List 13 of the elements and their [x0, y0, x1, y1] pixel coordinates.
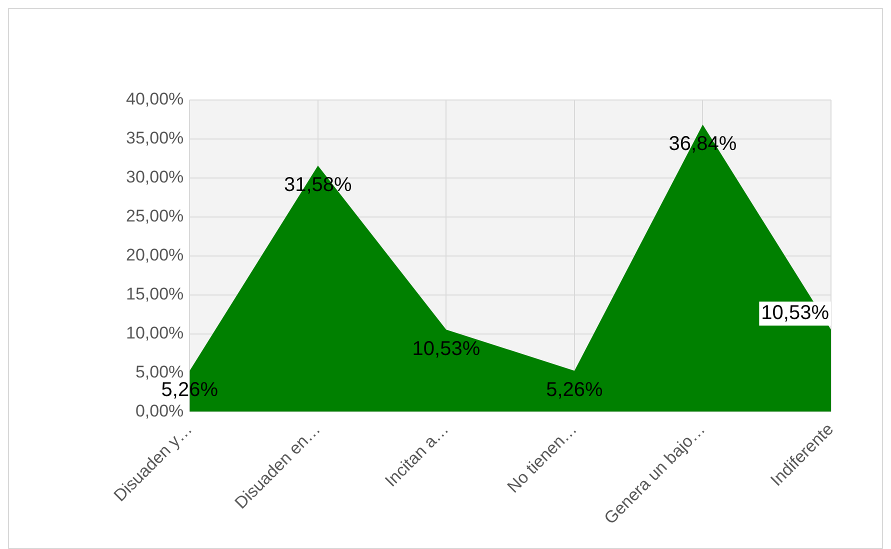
y-tick-label: 0,00%	[135, 401, 184, 420]
data-label: 5,26%	[546, 379, 604, 402]
y-tick-label: 40,00%	[126, 90, 184, 109]
y-tick-label: 10,00%	[126, 323, 184, 342]
y-tick-label: 5,00%	[135, 362, 184, 382]
y-tick-label: 20,00%	[126, 246, 184, 265]
y-tick-label: 25,00%	[126, 206, 184, 226]
y-tick-label: 30,00%	[126, 168, 184, 187]
y-tick-label: 35,00%	[126, 128, 184, 148]
data-label: 5,26%	[161, 379, 218, 402]
data-label: 10,53%	[761, 302, 830, 324]
y-tick-label: 15,00%	[126, 284, 184, 304]
data-label: 10,53%	[412, 338, 480, 360]
